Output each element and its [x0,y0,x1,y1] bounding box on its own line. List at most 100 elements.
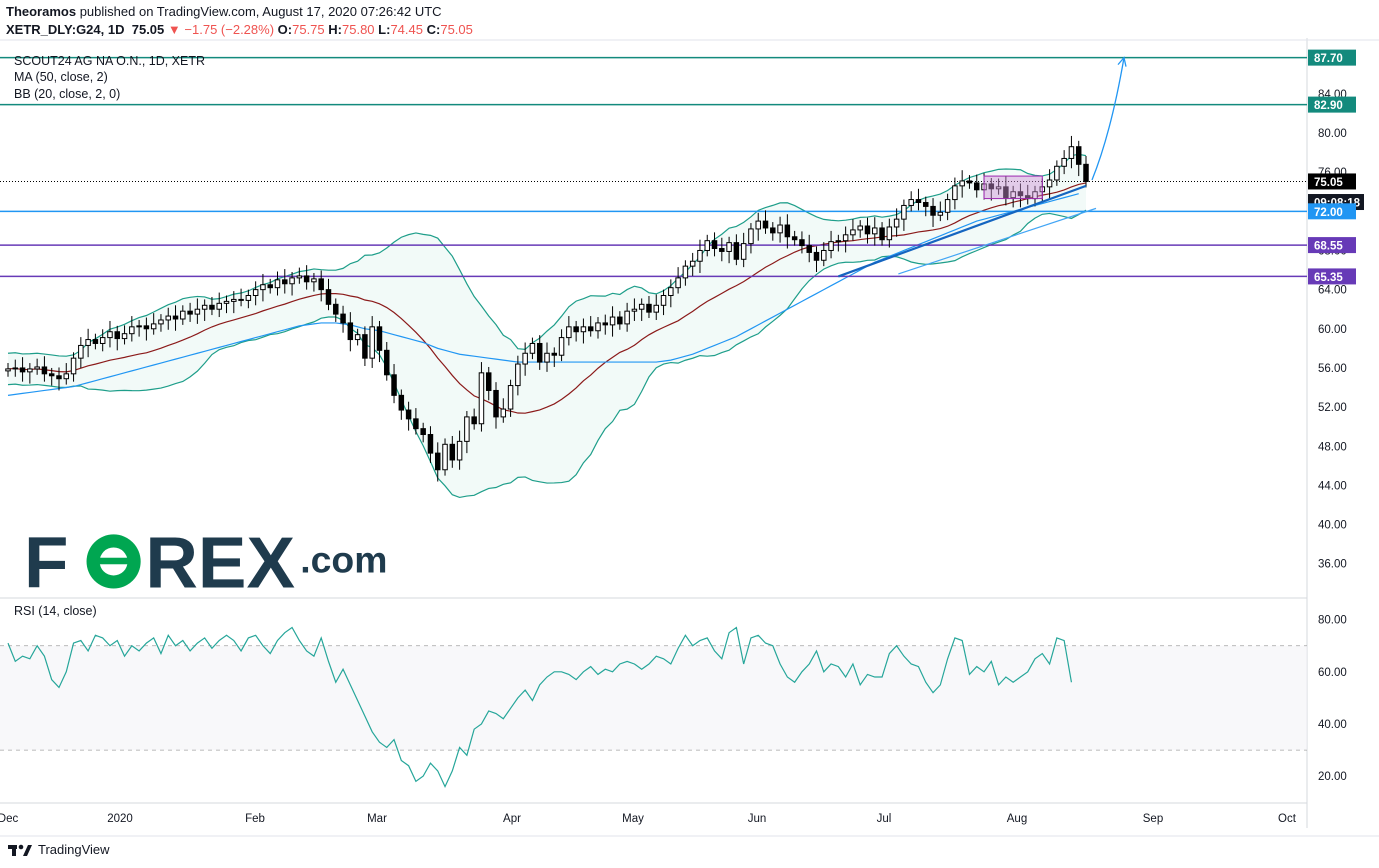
candle-body[interactable] [296,275,303,279]
candle-body[interactable] [1003,186,1009,199]
candle-body[interactable] [158,319,164,325]
candle-body[interactable] [70,357,77,375]
candle-body[interactable] [333,303,339,315]
candle-body[interactable] [864,225,871,235]
candle-body[interactable] [544,352,550,363]
candle-body[interactable] [449,443,456,461]
candle-body[interactable] [48,373,55,377]
candle-body[interactable] [245,295,252,301]
candle-body[interactable] [719,248,725,252]
price-tag-purple[interactable] [1308,268,1356,285]
candle-body[interactable] [471,416,477,425]
candle-body[interactable] [850,229,856,236]
candle-body[interactable] [689,260,696,267]
candle-body[interactable] [668,287,674,297]
candle-body[interactable] [12,367,19,370]
candle-body[interactable] [893,218,900,228]
candle-body[interactable] [828,241,834,251]
candle-body[interactable] [522,352,528,365]
candle-body[interactable] [347,322,354,341]
candle-body[interactable] [507,385,514,410]
candle-body[interactable] [959,180,965,187]
candle-body[interactable] [384,349,390,376]
candle-body[interactable] [318,278,324,291]
legend-ma[interactable]: MA (50, close, 2) [14,70,108,84]
legend-rsi[interactable]: RSI (14, close) [14,604,97,618]
candle-body[interactable] [886,226,893,241]
candle-body[interactable] [697,249,703,262]
candle-body[interactable] [78,344,84,359]
candle-body[interactable] [595,322,601,332]
price-tag-teal[interactable] [1308,49,1356,66]
candle-body[interactable] [631,308,638,312]
candle-body[interactable] [478,372,485,425]
candle-body[interactable] [5,368,11,372]
candle-body[interactable] [114,331,120,340]
candle-body[interactable] [879,227,885,241]
candle-body[interactable] [784,224,791,238]
candle-body[interactable] [187,310,193,315]
candle-body[interactable] [311,278,317,283]
candle-body[interactable] [427,434,434,454]
candle-body[interactable] [485,372,492,391]
candle-body[interactable] [704,240,710,251]
candle-body[interactable] [1046,179,1053,188]
candle-body[interactable] [150,323,157,330]
price-tag-teal[interactable] [1308,96,1356,113]
candle-body[interactable] [63,373,70,380]
candle-body[interactable] [442,443,448,471]
candle-body[interactable] [19,367,26,373]
candle-body[interactable] [85,339,91,346]
legend-bb[interactable]: BB (20, close, 2, 0) [14,87,121,101]
candle-body[interactable] [456,440,463,461]
candle-body[interactable] [551,352,558,356]
candle-body[interactable] [937,211,944,216]
candle-body[interactable] [915,199,922,204]
candle-body[interactable] [223,300,230,304]
trend-line[interactable] [837,184,1087,278]
candle-body[interactable] [464,416,470,442]
candle-body[interactable] [755,220,761,230]
candle-body[interactable] [435,452,441,471]
price-tag-blue[interactable] [1308,203,1356,220]
candle-body[interactable] [1054,165,1060,181]
candle-body[interactable] [362,334,368,359]
candle-body[interactable] [944,199,951,213]
candle-body[interactable] [493,389,499,418]
candle-body[interactable] [675,277,681,289]
candle-body[interactable] [930,205,936,216]
inner-trend-line[interactable] [898,207,1097,275]
publisher-name[interactable]: Theoramos [6,4,77,19]
candle-body[interactable] [835,240,842,243]
candle-body[interactable] [27,368,33,373]
candle-body[interactable] [748,228,754,245]
candle-body[interactable] [821,249,827,261]
candle-body[interactable] [136,325,142,328]
candle-body[interactable] [231,298,237,302]
candle-body[interactable] [252,289,259,297]
price-tag-last[interactable] [1308,173,1356,190]
candle-body[interactable] [325,289,332,305]
candle-body[interactable] [143,325,150,330]
candle-body[interactable] [180,310,186,320]
candle-body[interactable] [391,374,397,396]
legend-title[interactable]: SCOUT24 AG NA O.N., 1D, XETR [14,54,206,68]
candle-body[interactable] [274,279,281,289]
candle-body[interactable] [799,239,805,247]
candle-body[interactable] [587,326,594,332]
price-tag-purple[interactable] [1308,237,1356,254]
candle-body[interactable] [872,227,878,235]
candle-body[interactable] [420,428,426,436]
candle-body[interactable] [806,245,812,253]
candle-body[interactable] [172,315,179,320]
candle-body[interactable] [726,242,732,252]
candle-body[interactable] [41,366,48,375]
candle-body[interactable] [908,199,914,206]
consolidation-box[interactable] [983,175,1043,200]
candle-body[interactable] [573,326,579,333]
candle-body[interactable] [624,310,630,325]
candle-body[interactable] [536,342,543,363]
candle-body[interactable] [733,242,740,260]
candle-body[interactable] [354,334,361,341]
candle-body[interactable] [201,304,208,310]
